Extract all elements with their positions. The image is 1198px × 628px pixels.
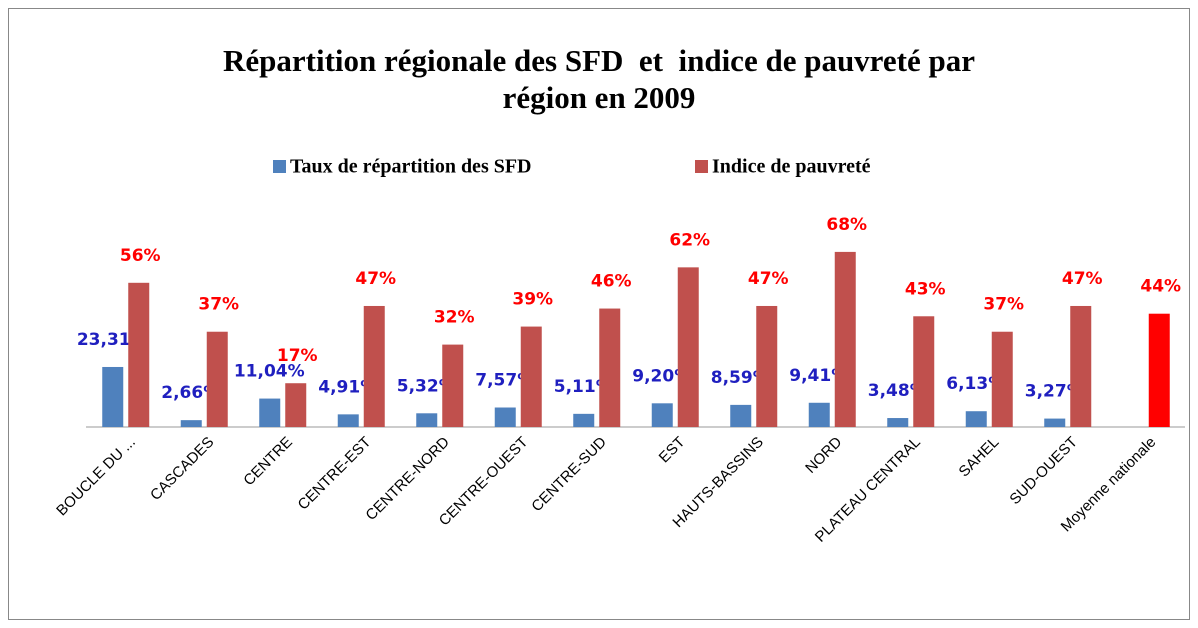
data-label: 62% bbox=[669, 230, 710, 250]
bar bbox=[494, 407, 516, 427]
legend-label: Indice de pauvreté bbox=[712, 156, 871, 178]
bar bbox=[965, 411, 987, 427]
bar bbox=[1148, 313, 1170, 427]
legend-swatch bbox=[695, 160, 708, 173]
bar bbox=[337, 414, 359, 427]
data-label: 9,41% bbox=[789, 366, 848, 386]
bar bbox=[285, 383, 307, 427]
bar bbox=[834, 251, 856, 427]
data-label: 7,57% bbox=[475, 371, 534, 391]
bar bbox=[180, 420, 202, 427]
data-label: 3,27% bbox=[1025, 382, 1084, 402]
data-label: 37% bbox=[198, 295, 239, 315]
bar bbox=[730, 404, 752, 427]
bar bbox=[913, 316, 935, 427]
bar bbox=[442, 344, 464, 427]
data-label: 11,04% bbox=[234, 362, 305, 382]
bar bbox=[991, 331, 1013, 427]
bar bbox=[599, 308, 621, 427]
bar bbox=[520, 326, 542, 427]
data-label: 17% bbox=[277, 346, 318, 366]
bar bbox=[1044, 418, 1066, 427]
data-label: 32% bbox=[434, 308, 475, 328]
bar bbox=[102, 366, 124, 427]
chart-border bbox=[8, 8, 1190, 620]
bar bbox=[573, 413, 595, 427]
bar bbox=[416, 413, 438, 427]
data-label: 9,20% bbox=[632, 366, 691, 386]
bar bbox=[756, 305, 778, 427]
bar bbox=[808, 402, 830, 427]
chart-title: Répartition régionale des SFD et indice … bbox=[223, 43, 975, 78]
bar bbox=[1070, 305, 1092, 427]
bar bbox=[887, 418, 909, 427]
data-label: 46% bbox=[591, 272, 632, 292]
data-label: 8,59% bbox=[711, 368, 770, 388]
bar bbox=[206, 331, 228, 427]
data-label: 44% bbox=[1140, 277, 1181, 297]
data-label: 5,11% bbox=[554, 377, 613, 397]
legend-label: Taux de répartition des SFD bbox=[290, 156, 532, 178]
data-label: 47% bbox=[748, 269, 789, 289]
data-label: 47% bbox=[1062, 269, 1103, 289]
data-label: 37% bbox=[983, 295, 1024, 315]
bar bbox=[651, 403, 673, 427]
bar bbox=[128, 282, 150, 427]
data-label: 6,13% bbox=[946, 374, 1005, 394]
data-label: 2,66% bbox=[161, 383, 220, 403]
chart-title: région en 2009 bbox=[503, 80, 696, 115]
data-label: 68% bbox=[826, 215, 867, 235]
data-label: 4,91% bbox=[318, 377, 377, 397]
legend-swatch bbox=[273, 160, 286, 173]
bar bbox=[677, 267, 699, 427]
data-label: 39% bbox=[512, 290, 553, 310]
data-label: 47% bbox=[355, 269, 396, 289]
data-label: 43% bbox=[905, 279, 946, 299]
data-label: 5,32% bbox=[397, 376, 456, 396]
data-label: 3,48% bbox=[868, 381, 927, 401]
bar bbox=[259, 398, 281, 427]
bar bbox=[363, 305, 385, 427]
data-label: 56% bbox=[120, 246, 161, 266]
